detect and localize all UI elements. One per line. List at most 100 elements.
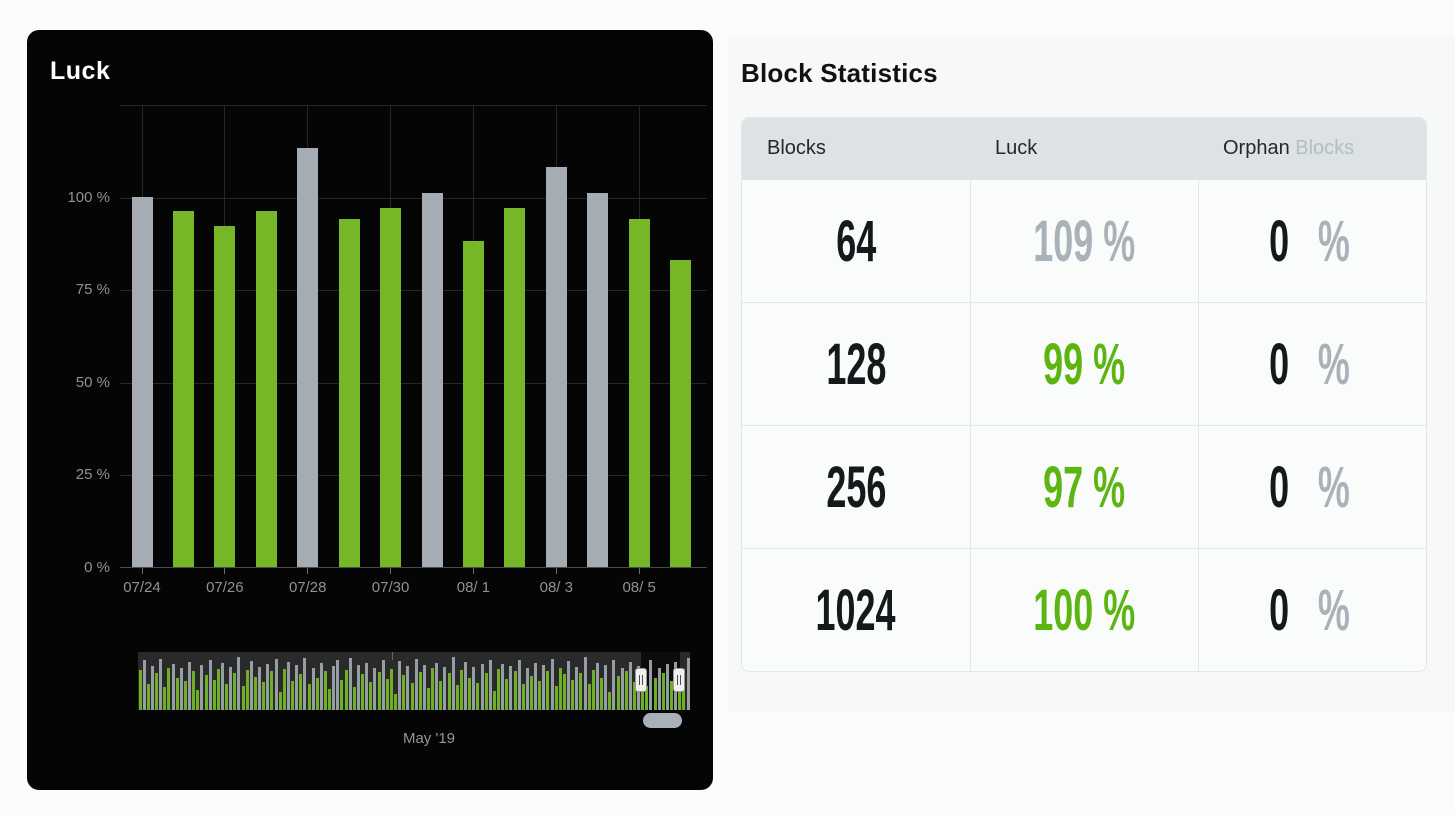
navigator-mini-bar	[488, 660, 492, 710]
orphan-percent-sign: %	[1307, 577, 1350, 643]
navigator-mini-bar	[525, 668, 529, 710]
navigator-mini-bar	[175, 678, 179, 710]
navigator-mini-bar	[171, 664, 175, 710]
blocks-cell: 256	[742, 426, 970, 548]
blocks-value: 1024	[816, 577, 896, 643]
navigator[interactable]	[138, 652, 690, 710]
luck-bar	[504, 207, 526, 567]
navigator-mini-bar	[237, 657, 241, 710]
orphan-value: 0	[1268, 331, 1289, 397]
navigator-mini-bar	[492, 691, 496, 710]
navigator-mini-bar	[497, 669, 501, 710]
navigator-mini-bar	[562, 674, 566, 710]
scrollbar-thumb[interactable]	[643, 713, 682, 728]
orphan-value: 0	[1268, 454, 1289, 520]
navigator-mini-bar	[484, 673, 488, 710]
navigator-mini-bar	[513, 671, 517, 710]
navigator-mini-bar	[633, 682, 636, 710]
luck-bar	[545, 166, 567, 567]
navigator-mini-bar	[604, 665, 608, 710]
navigator-mini-bar	[530, 676, 533, 710]
navigator-mini-bar	[340, 680, 344, 710]
y-axis-label: 25 %	[75, 466, 110, 484]
navigator-mini-bar	[216, 669, 220, 710]
navigator-left-handle[interactable]	[635, 668, 647, 692]
x-axis-label: 08/ 3	[539, 579, 573, 596]
blocks-cell: 1024	[742, 549, 970, 671]
navigator-mini-bar	[142, 660, 146, 710]
navigator-mini-bar	[587, 684, 591, 710]
navigator-mini-bar	[624, 671, 628, 710]
y-gridline	[120, 290, 707, 292]
navigator-mini-bar	[221, 663, 224, 710]
blocks-value: 128	[825, 331, 887, 397]
navigator-mini-bar	[274, 659, 278, 710]
x-axis-label: 07/24	[123, 579, 161, 596]
handle-grip	[642, 675, 643, 685]
navigator-mini-bar	[558, 668, 562, 710]
navigator-axis-label: May '19	[402, 730, 456, 747]
luck-bar	[131, 196, 153, 567]
navigator-mini-bar	[443, 667, 447, 710]
navigator-mini-bar	[480, 664, 484, 710]
navigator-mini-bar	[455, 685, 459, 710]
x-axis-label: 07/26	[206, 579, 244, 596]
chart-title: Luck	[50, 57, 111, 85]
orphan-blocks-cell: 0 %	[1198, 426, 1426, 548]
orphan-percent-sign: %	[1307, 331, 1350, 397]
x-axis-tick	[224, 568, 226, 574]
navigator-mini-bar	[188, 662, 192, 710]
navigator-mini-bar	[150, 666, 154, 710]
navigator-mini-bar	[554, 686, 558, 710]
navigator-mini-bar	[146, 684, 150, 710]
navigator-mini-bar	[406, 666, 410, 710]
luck-bar	[628, 218, 650, 567]
navigator-mini-bar	[398, 661, 402, 710]
luck-cell: 100 %	[970, 549, 1198, 671]
orphan-blocks-cell: 0 %	[1198, 549, 1426, 671]
navigator-mini-bar	[385, 679, 389, 710]
orphan-value: 0	[1268, 208, 1289, 274]
navigator-mini-bar	[307, 684, 311, 710]
navigator-mini-bar	[501, 664, 505, 710]
navigator-mini-bar	[410, 683, 414, 710]
block-statistics-panel: Block Statistics Blocks Luck Orphan Blocks…	[728, 36, 1455, 712]
luck-bar	[214, 226, 236, 567]
navigator-mini-bar	[678, 684, 682, 710]
luck-bar	[338, 218, 360, 567]
navigator-mini-bar	[583, 657, 587, 710]
navigator-right-handle[interactable]	[673, 668, 685, 692]
orphan-blocks-cell: 0 %	[1198, 180, 1426, 302]
navigator-mini-bar	[361, 674, 365, 710]
luck-bar	[670, 259, 692, 567]
orphan-value: 0	[1268, 577, 1289, 643]
navigator-mini-bar	[291, 681, 295, 710]
navigator-mini-bar	[579, 673, 583, 710]
x-axis-label: 07/28	[288, 579, 327, 596]
y-axis-label: 100 %	[67, 188, 110, 206]
luck-bar	[172, 211, 194, 567]
navigator-mini-bar	[138, 670, 142, 710]
navigator-mini-bar	[575, 667, 579, 710]
navigator-mini-bar	[336, 660, 340, 710]
navigator-mini-bar	[167, 668, 171, 710]
navigator-mini-bar	[649, 660, 653, 710]
navigator-mini-bar	[266, 664, 270, 710]
x-axis-label: 07/30	[371, 579, 410, 596]
navigator-mini-bar	[262, 682, 266, 710]
navigator-mini-bar	[389, 669, 393, 710]
luck-cell: 99 %	[970, 303, 1198, 425]
navigator-mini-bar	[394, 694, 398, 710]
navigator-mini-bar	[534, 663, 538, 710]
y-gridline	[120, 475, 707, 477]
navigator-mini-bar	[620, 668, 624, 710]
y-gridline	[120, 197, 707, 199]
table-row: 1024 100 % 0 %	[742, 548, 1426, 671]
navigator-mini-bar	[451, 657, 455, 710]
orphan-blocks-cell: 0 %	[1198, 303, 1426, 425]
luck-bar	[380, 207, 402, 567]
x-axis-tick	[555, 568, 557, 574]
navigator-mini-bar	[258, 667, 262, 710]
navigator-mini-bar	[311, 668, 315, 710]
navigator-mini-bar	[665, 664, 669, 710]
